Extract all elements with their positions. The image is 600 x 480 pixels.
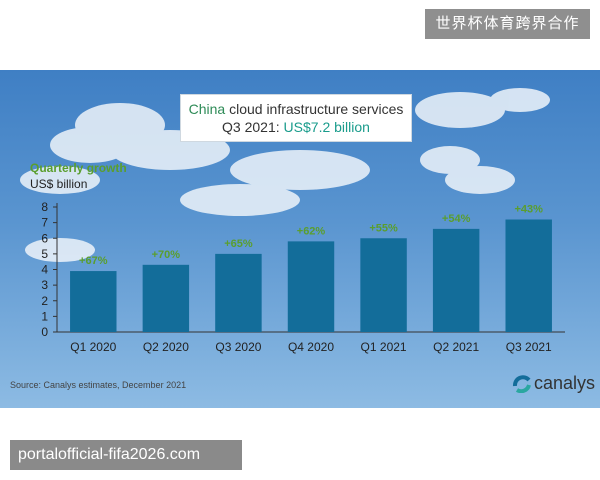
bar <box>70 271 117 332</box>
title-line-2: Q3 2021: US$7.2 billion <box>181 119 411 135</box>
title-line-2-prefix: Q3 2021: <box>222 119 284 135</box>
x-tick-label: Q1 2020 <box>70 340 116 354</box>
title-line-1: China cloud infrastructure services <box>181 101 411 117</box>
bar-data-label: +43% <box>514 204 543 216</box>
chart-title-box: China cloud infrastructure services Q3 2… <box>180 94 412 142</box>
x-tick-label: Q2 2021 <box>433 340 479 354</box>
chart-svg: 0 12 34 5 67 8 +67% +70% +65% +62% +55% +54% +43% Q… <box>20 88 565 354</box>
x-tick-label: Q1 2021 <box>361 340 407 354</box>
title-line-1-rest: cloud infrastructure services <box>225 101 404 117</box>
x-tick-labels-group: Q1 2020 Q2 2020 Q3 2020 Q4 2020 Q1 2021 Q2 20… <box>70 340 552 354</box>
bar-data-label: +67% <box>79 255 108 267</box>
y-tick-label: 6 <box>41 231 48 245</box>
y-tick-label: 0 <box>41 325 48 339</box>
y-tick-label: 4 <box>41 263 48 277</box>
bar-data-label: +54% <box>442 213 471 225</box>
bar <box>142 264 190 332</box>
bar <box>287 241 335 332</box>
clouds <box>20 88 550 262</box>
bar <box>215 253 262 332</box>
y-tick-label: 7 <box>41 216 48 230</box>
watermark-top: 世界杯体育跨界合作 <box>425 9 590 39</box>
x-tick-label: Q3 2021 <box>506 340 552 354</box>
x-tick-label: Q3 2020 <box>215 340 261 354</box>
bar <box>360 238 407 332</box>
bar-data-label: +55% <box>369 222 398 234</box>
title-line-2-value: US$7.2 billion <box>283 119 370 135</box>
bar <box>505 219 552 332</box>
y-tick-label: 5 <box>41 247 48 261</box>
y-axis: 0 12 34 5 67 8 <box>41 200 565 339</box>
source-note: Source: Canalys estimates, December 2021 <box>10 380 187 390</box>
bars-group <box>70 219 552 332</box>
y-axis-unit-label: US$ billion <box>30 177 88 191</box>
bar-data-label: +70% <box>152 249 181 261</box>
title-line-1-prefix: China <box>188 101 226 117</box>
y-tick-label: 1 <box>41 309 48 323</box>
growth-label: Quarterly growth <box>30 161 127 175</box>
y-tick-label: 3 <box>41 278 48 292</box>
canalys-logo-text: canalys <box>534 373 596 393</box>
bar-data-label: +65% <box>224 238 253 250</box>
bar-data-label: +62% <box>297 225 326 237</box>
x-tick-label: Q2 2020 <box>143 340 189 354</box>
bar <box>432 228 480 332</box>
y-tick-label: 8 <box>41 200 48 214</box>
canalys-logo-icon <box>513 375 531 393</box>
x-tick-label: Q4 2020 <box>288 340 334 354</box>
watermark-bottom: portalofficial-fifa2026.com <box>10 440 242 470</box>
data-labels-group: +67% +70% +65% +62% +55% +54% +43% <box>79 204 543 268</box>
y-tick-label: 2 <box>41 294 48 308</box>
